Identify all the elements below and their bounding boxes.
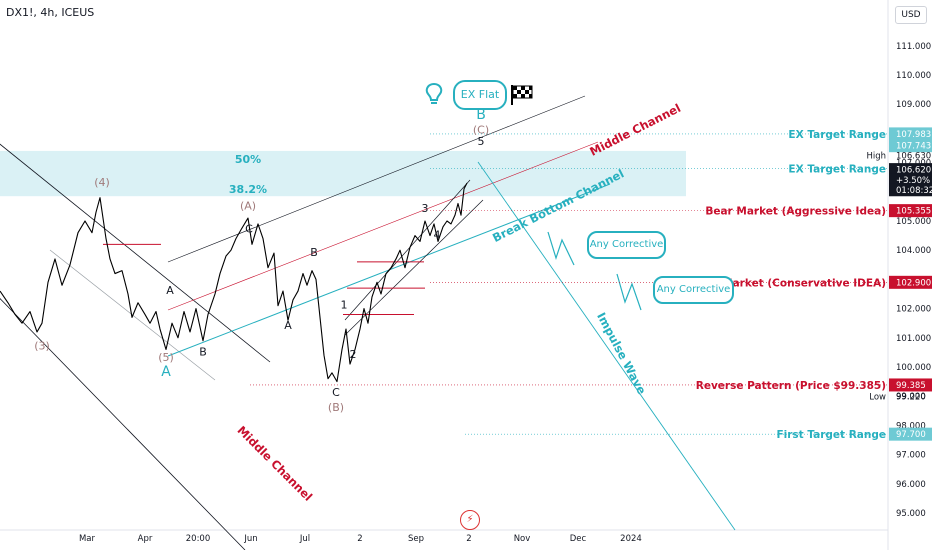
- fib-label-50: 50%: [235, 153, 261, 166]
- price-tag-bg-5: [889, 173, 932, 187]
- y-tick-7: 102.000: [896, 305, 931, 315]
- price-tag-9: 99.385: [896, 381, 926, 391]
- x-tick-9: Dec: [570, 534, 587, 544]
- tradingview-logo-icon: ⚡: [460, 510, 480, 530]
- y-tick-6: 101.000: [896, 334, 931, 344]
- channel-upper-right: [167, 95, 586, 263]
- wave-label-0: (3): [34, 339, 50, 352]
- wedge-upper: [344, 179, 471, 321]
- annotation-label-1: EX Target Range: [788, 163, 886, 175]
- price-tag-11: 99.220: [896, 392, 926, 402]
- wave-label-16: 5: [478, 135, 485, 148]
- wave-label-14: 3: [422, 202, 429, 215]
- x-tick-0: Mar: [79, 534, 96, 544]
- impulse-wave-line: [477, 161, 736, 531]
- price-tag-bg-1: [889, 139, 932, 153]
- y-tick-15: 110.000: [896, 71, 931, 81]
- y-tick-1: 96.000: [896, 480, 926, 490]
- y-tick-14: 109.000: [896, 100, 931, 110]
- price-tag-12: 97.700: [896, 430, 926, 440]
- price-tag-bg-6: [889, 183, 932, 197]
- wave-label-5: B: [199, 345, 207, 358]
- y-tick-2: 97.000: [896, 451, 926, 461]
- corrective-zigzag-1: [547, 231, 575, 266]
- y-tick-5: 100.000: [896, 363, 931, 373]
- channel-label-2: Middle Channel: [234, 423, 315, 504]
- wave-label-8: A: [284, 319, 292, 332]
- fib-retracement-zone: [0, 150, 686, 197]
- wave-label-11: (B): [328, 401, 344, 414]
- lightbulb-icon: [424, 82, 444, 112]
- wave-label-3: A: [161, 364, 171, 380]
- checkered-flag-icon: [510, 84, 534, 110]
- channel-line-lower-left: [0, 297, 246, 551]
- price-tag-6: 01:08:32: [896, 186, 932, 196]
- price-tag-bg-12: [889, 427, 932, 441]
- price-tag-2: High: [866, 151, 886, 161]
- fib-label-382: 38.2%: [229, 183, 267, 196]
- wave-label-2: (5): [158, 351, 174, 364]
- price-tag-bg-4: [889, 163, 932, 177]
- price-tag-bg-7: [889, 204, 932, 218]
- x-tick-10: 2024: [620, 534, 642, 544]
- y-tick-16: 111.000: [896, 42, 931, 52]
- wave-label-18: B: [476, 107, 486, 123]
- y-tick-10: 105.000: [896, 217, 931, 227]
- price-tag-10: Low: [869, 392, 886, 402]
- wave-label-12: 1: [341, 299, 348, 312]
- price-tag-bg-8: [889, 275, 932, 289]
- annotation-label-3: ear Market (Conservative IDEA): [699, 277, 886, 289]
- wave-label-6: C: [245, 223, 253, 236]
- wave-label-7: (A): [240, 199, 256, 212]
- x-tick-8: Nov: [514, 534, 531, 544]
- price-tag-0: 107.983: [896, 130, 931, 140]
- wave-label-4: A: [166, 284, 174, 297]
- annotation-label-5: First Target Range: [776, 429, 886, 441]
- corrective-zigzag-2: [616, 273, 642, 311]
- any-corrective-callout-2[interactable]: Any Corrective: [653, 276, 734, 304]
- price-tag-5: +3.50%: [896, 176, 930, 186]
- price-series-line: [0, 182, 468, 383]
- price-tag-7: 105.355: [896, 207, 931, 217]
- y-tick-4: 99.000: [896, 392, 926, 402]
- channel-line-upper-left: [0, 143, 271, 363]
- annotation-label-4: Reverse Pattern (Price $99.385): [696, 380, 886, 392]
- channel-mid-right: [167, 141, 599, 311]
- x-tick-2: 20:00: [186, 534, 211, 544]
- wave-label-15: 4: [434, 229, 441, 242]
- wave-label-9: B: [310, 246, 318, 259]
- ticker-title: DX1!, 4h, ICEUS: [6, 6, 95, 19]
- price-axis-panel: [888, 0, 932, 550]
- wedge-lower: [344, 199, 484, 336]
- y-tick-0: 95.000: [896, 509, 926, 519]
- ex-flat-callout[interactable]: EX Flat: [453, 80, 507, 110]
- x-tick-5: 2: [357, 534, 362, 544]
- channel-label-3: Impulse Wave: [594, 310, 649, 397]
- wave-label-10: C: [332, 386, 340, 399]
- x-tick-1: Apr: [138, 534, 153, 544]
- x-tick-7: 2: [466, 534, 471, 544]
- x-tick-4: Jul: [299, 534, 310, 544]
- y-tick-9: 104.000: [896, 246, 931, 256]
- any-corrective-callout-1[interactable]: Any Corrective: [587, 231, 666, 259]
- price-tag-bg-9: [889, 378, 932, 392]
- wave-label-13: 2: [350, 348, 357, 361]
- annotation-label-0: EX Target Range: [788, 129, 886, 141]
- x-tick-3: Jun: [243, 534, 257, 544]
- price-tag-bg-0: [889, 127, 932, 141]
- wave-label-17: (C): [473, 123, 489, 136]
- price-tag-1: 107.743: [896, 142, 931, 152]
- annotation-label-2: Bear Market (Aggressive Idea): [705, 206, 886, 218]
- price-tag-3: 106.630: [896, 151, 931, 161]
- x-tick-6: Sep: [408, 534, 424, 544]
- currency-button[interactable]: USD: [895, 6, 927, 24]
- price-tag-4: 106.620: [896, 166, 931, 176]
- wave-label-1: (4): [94, 176, 110, 189]
- price-tag-8: 102.900: [896, 278, 931, 288]
- y-tick-3: 98.000: [896, 421, 926, 431]
- channel-label-0: Middle Channel: [587, 101, 683, 159]
